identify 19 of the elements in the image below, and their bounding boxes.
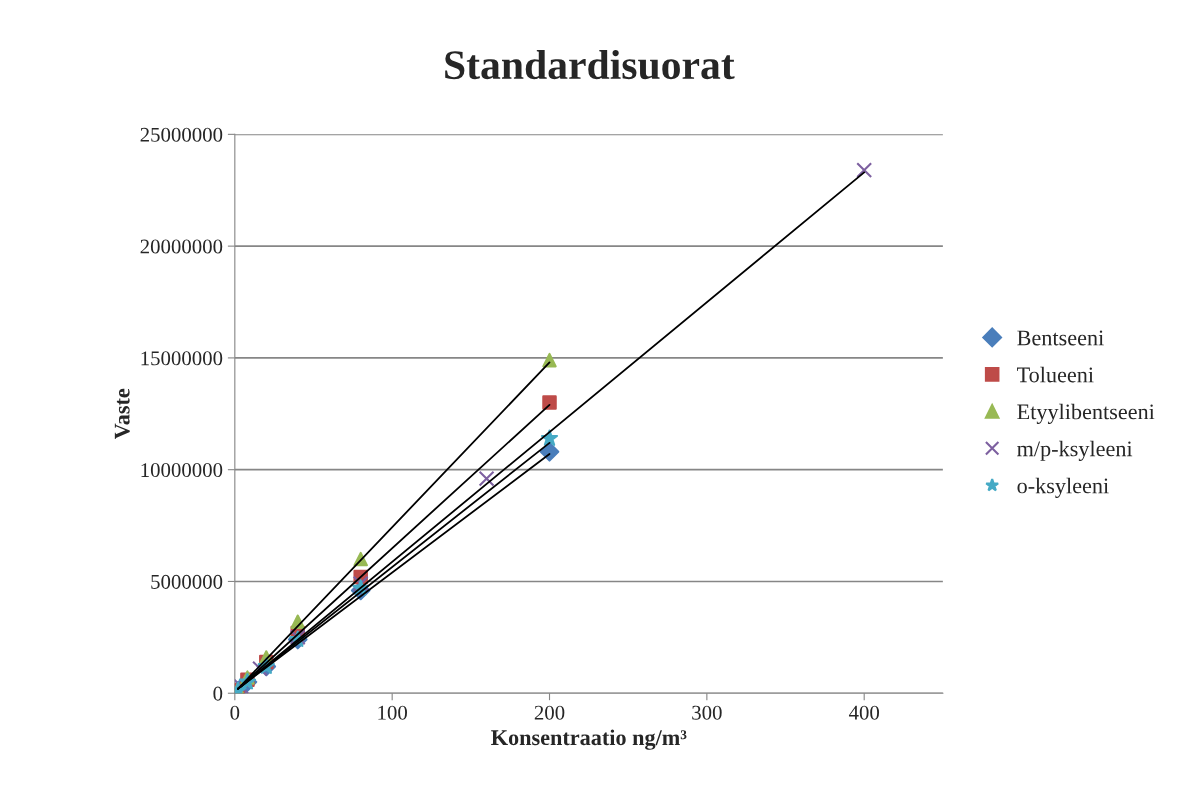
x-tick-label: 0 [230,705,240,720]
legend-label: o-ksyleeni [1017,477,1109,498]
y-tick-label: 0 [213,686,223,701]
y-tick-label: 5000000 [151,574,223,589]
legend-label: Tolueeni [1017,366,1094,383]
y-axis-title: Vaste [114,388,130,440]
legend-label: m/p-ksyleeni [1017,440,1133,461]
y-tick-label: 10000000 [141,463,223,478]
y-tick-label: 25000000 [140,127,223,142]
x-tick-label: 100 [378,705,407,720]
x-tick-label: 200 [534,705,565,720]
chart-title: Standardisuorat [445,49,735,80]
y-tick-label: 20000000 [140,239,223,254]
y-tick-label: 15000000 [141,351,223,366]
x-axis-title: Konsentraatio ng/m³ [491,729,687,750]
x-tick-label: 400 [848,705,880,720]
legend-label: Etyylibentseeni [1017,403,1155,424]
x-tick-label: 300 [692,705,722,720]
legend-label: Bentseeni [1017,330,1104,346]
